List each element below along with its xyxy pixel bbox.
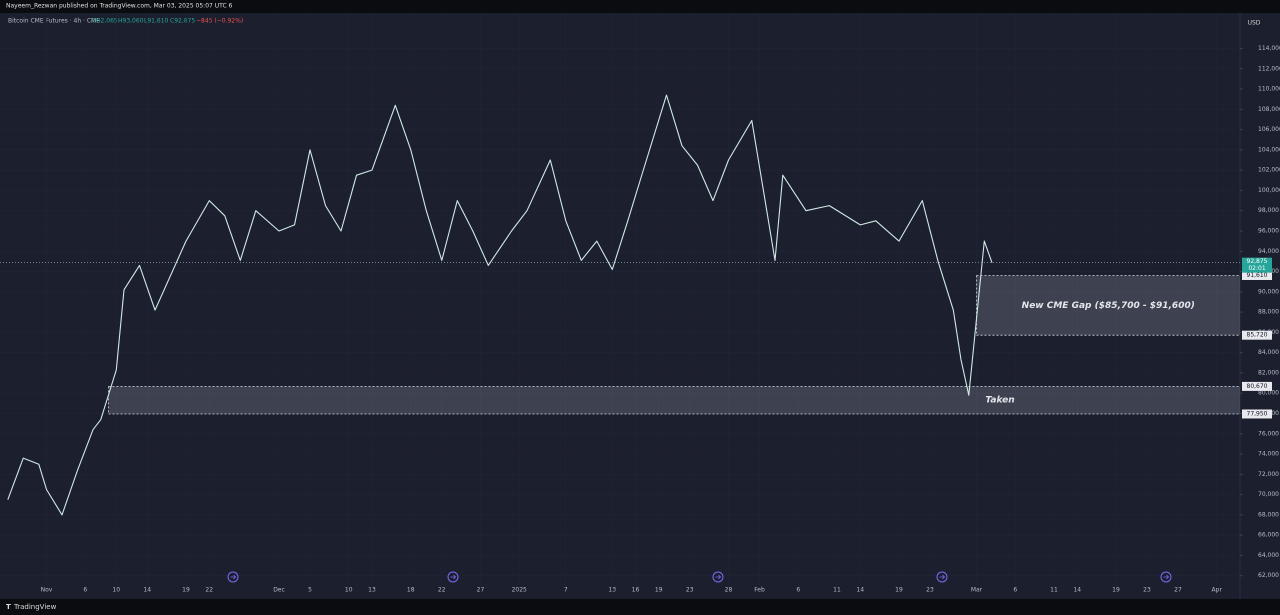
x-tick-label: 18 <box>407 587 415 594</box>
x-tick-label: 14 <box>143 587 151 594</box>
x-tick-label: 6 <box>83 587 87 594</box>
y-tick-label: 62,000 <box>1258 572 1279 579</box>
ohlc-label: H93,060 <box>118 18 144 25</box>
brand-icon: T <box>6 603 11 611</box>
price-axis-badge <box>1242 270 1272 280</box>
y-tick-label: 108,000 <box>1258 106 1280 113</box>
y-tick-label: 106,000 <box>1258 126 1280 133</box>
countdown: 02:01 <box>1248 265 1265 272</box>
zone-label: New CME Gap ($85,700 - $91,600) <box>1022 301 1195 311</box>
x-tick-label: 14 <box>1073 587 1081 594</box>
x-tick-label: 19 <box>895 587 903 594</box>
y-tick-label: 74,000 <box>1258 451 1279 458</box>
x-tick-label: 10 <box>112 587 120 594</box>
chart-background <box>0 13 1280 599</box>
chart-title: Bitcoin CME Futures · 4h · CME <box>8 18 100 25</box>
x-tick-label: Nov <box>41 587 53 594</box>
ohlc-label: O92,065 <box>92 18 118 25</box>
y-tick-label: 94,000 <box>1258 248 1279 255</box>
y-tick-label: 72,000 <box>1258 471 1279 478</box>
y-tick-label: 76,000 <box>1258 430 1279 437</box>
x-tick-label: 19 <box>655 587 663 594</box>
y-tick-label: 102,000 <box>1258 167 1280 174</box>
gap-zone <box>108 386 1240 414</box>
x-tick-label: 2025 <box>512 587 527 594</box>
y-tick-label: 98,000 <box>1258 207 1279 214</box>
y-tick-label: 80,000 <box>1258 390 1279 397</box>
y-tick-label: 112,000 <box>1258 65 1280 72</box>
zone-label: Taken <box>985 396 1014 406</box>
x-tick-label: 13 <box>368 587 376 594</box>
x-tick-label: 22 <box>205 587 213 594</box>
x-tick-label: 11 <box>833 587 841 594</box>
price-axis-badge-label: 85,720 <box>1247 332 1268 339</box>
price-line <box>7 94 993 516</box>
x-tick-label: 23 <box>686 587 694 594</box>
y-tick-label: 66,000 <box>1258 532 1279 539</box>
x-tick-label: 28 <box>725 587 733 594</box>
x-tick-label: 27 <box>477 587 485 594</box>
y-tick-label: 88,000 <box>1258 309 1279 316</box>
x-tick-label: Apr <box>1212 587 1223 594</box>
x-tick-label: 19 <box>182 587 190 594</box>
publisher: Nayeem_Rezwan published on TradingView.c… <box>6 3 233 10</box>
currency: USD <box>1248 20 1261 27</box>
event-icon-arrow <box>715 574 722 580</box>
last-price-badge <box>1242 257 1272 273</box>
y-tick-label: 90,000 <box>1258 288 1279 295</box>
x-tick-label: 23 <box>926 587 934 594</box>
x-tick-label: 14 <box>856 587 864 594</box>
x-tick-label: 6 <box>1013 587 1017 594</box>
event-icon-arrow <box>1163 574 1170 580</box>
price-axis-badge-label: 91,610 <box>1247 272 1268 279</box>
price-axis-badge <box>1242 409 1272 419</box>
event-icon-arrow <box>939 574 946 580</box>
x-tick-label: 11 <box>1050 587 1058 594</box>
ohlc-label: C92,875 <box>170 18 195 25</box>
y-tick-label: 84,000 <box>1258 349 1279 356</box>
x-tick-label: 13 <box>608 587 616 594</box>
x-tick-label: 27 <box>1174 587 1182 594</box>
x-tick-label: 10 <box>345 587 353 594</box>
x-tick-label: 16 <box>632 587 640 594</box>
y-tick-label: 110,000 <box>1258 86 1280 93</box>
y-tick-label: 114,000 <box>1258 45 1280 52</box>
x-tick-label: 7 <box>564 587 568 594</box>
x-tick-label: 23 <box>1143 587 1151 594</box>
x-tick-label: Dec <box>273 587 285 594</box>
price-axis-badge-label: 80,670 <box>1247 383 1268 390</box>
x-tick-label: 19 <box>1112 587 1120 594</box>
y-tick-label: 104,000 <box>1258 146 1280 153</box>
price-axis-badge <box>1242 330 1272 340</box>
y-tick-label: 100,000 <box>1258 187 1280 194</box>
x-tick-label: 5 <box>308 587 312 594</box>
y-tick-label: 82,000 <box>1258 369 1279 376</box>
price-axis-badge-label: 77,950 <box>1247 410 1268 417</box>
x-tick-label: Mar <box>971 587 983 594</box>
x-tick-label: 22 <box>438 587 446 594</box>
ohlc-label: −845 (−0.92%) <box>196 18 243 25</box>
y-tick-label: 68,000 <box>1258 511 1279 518</box>
y-tick-label: 70,000 <box>1258 491 1279 498</box>
x-tick-label: 6 <box>796 587 800 594</box>
event-icon-arrow <box>230 574 237 580</box>
footer-brand: TradingView <box>13 603 57 611</box>
gap-zone <box>976 275 1240 336</box>
y-tick-label: 96,000 <box>1258 227 1279 234</box>
y-tick-label: 64,000 <box>1258 552 1279 559</box>
ohlc-label: L91,610 <box>144 18 169 25</box>
x-tick-label: Feb <box>754 587 765 594</box>
price-axis-badge <box>1242 381 1272 391</box>
event-icon-arrow <box>450 574 457 580</box>
last-price-label: 92,875 <box>1247 258 1268 265</box>
